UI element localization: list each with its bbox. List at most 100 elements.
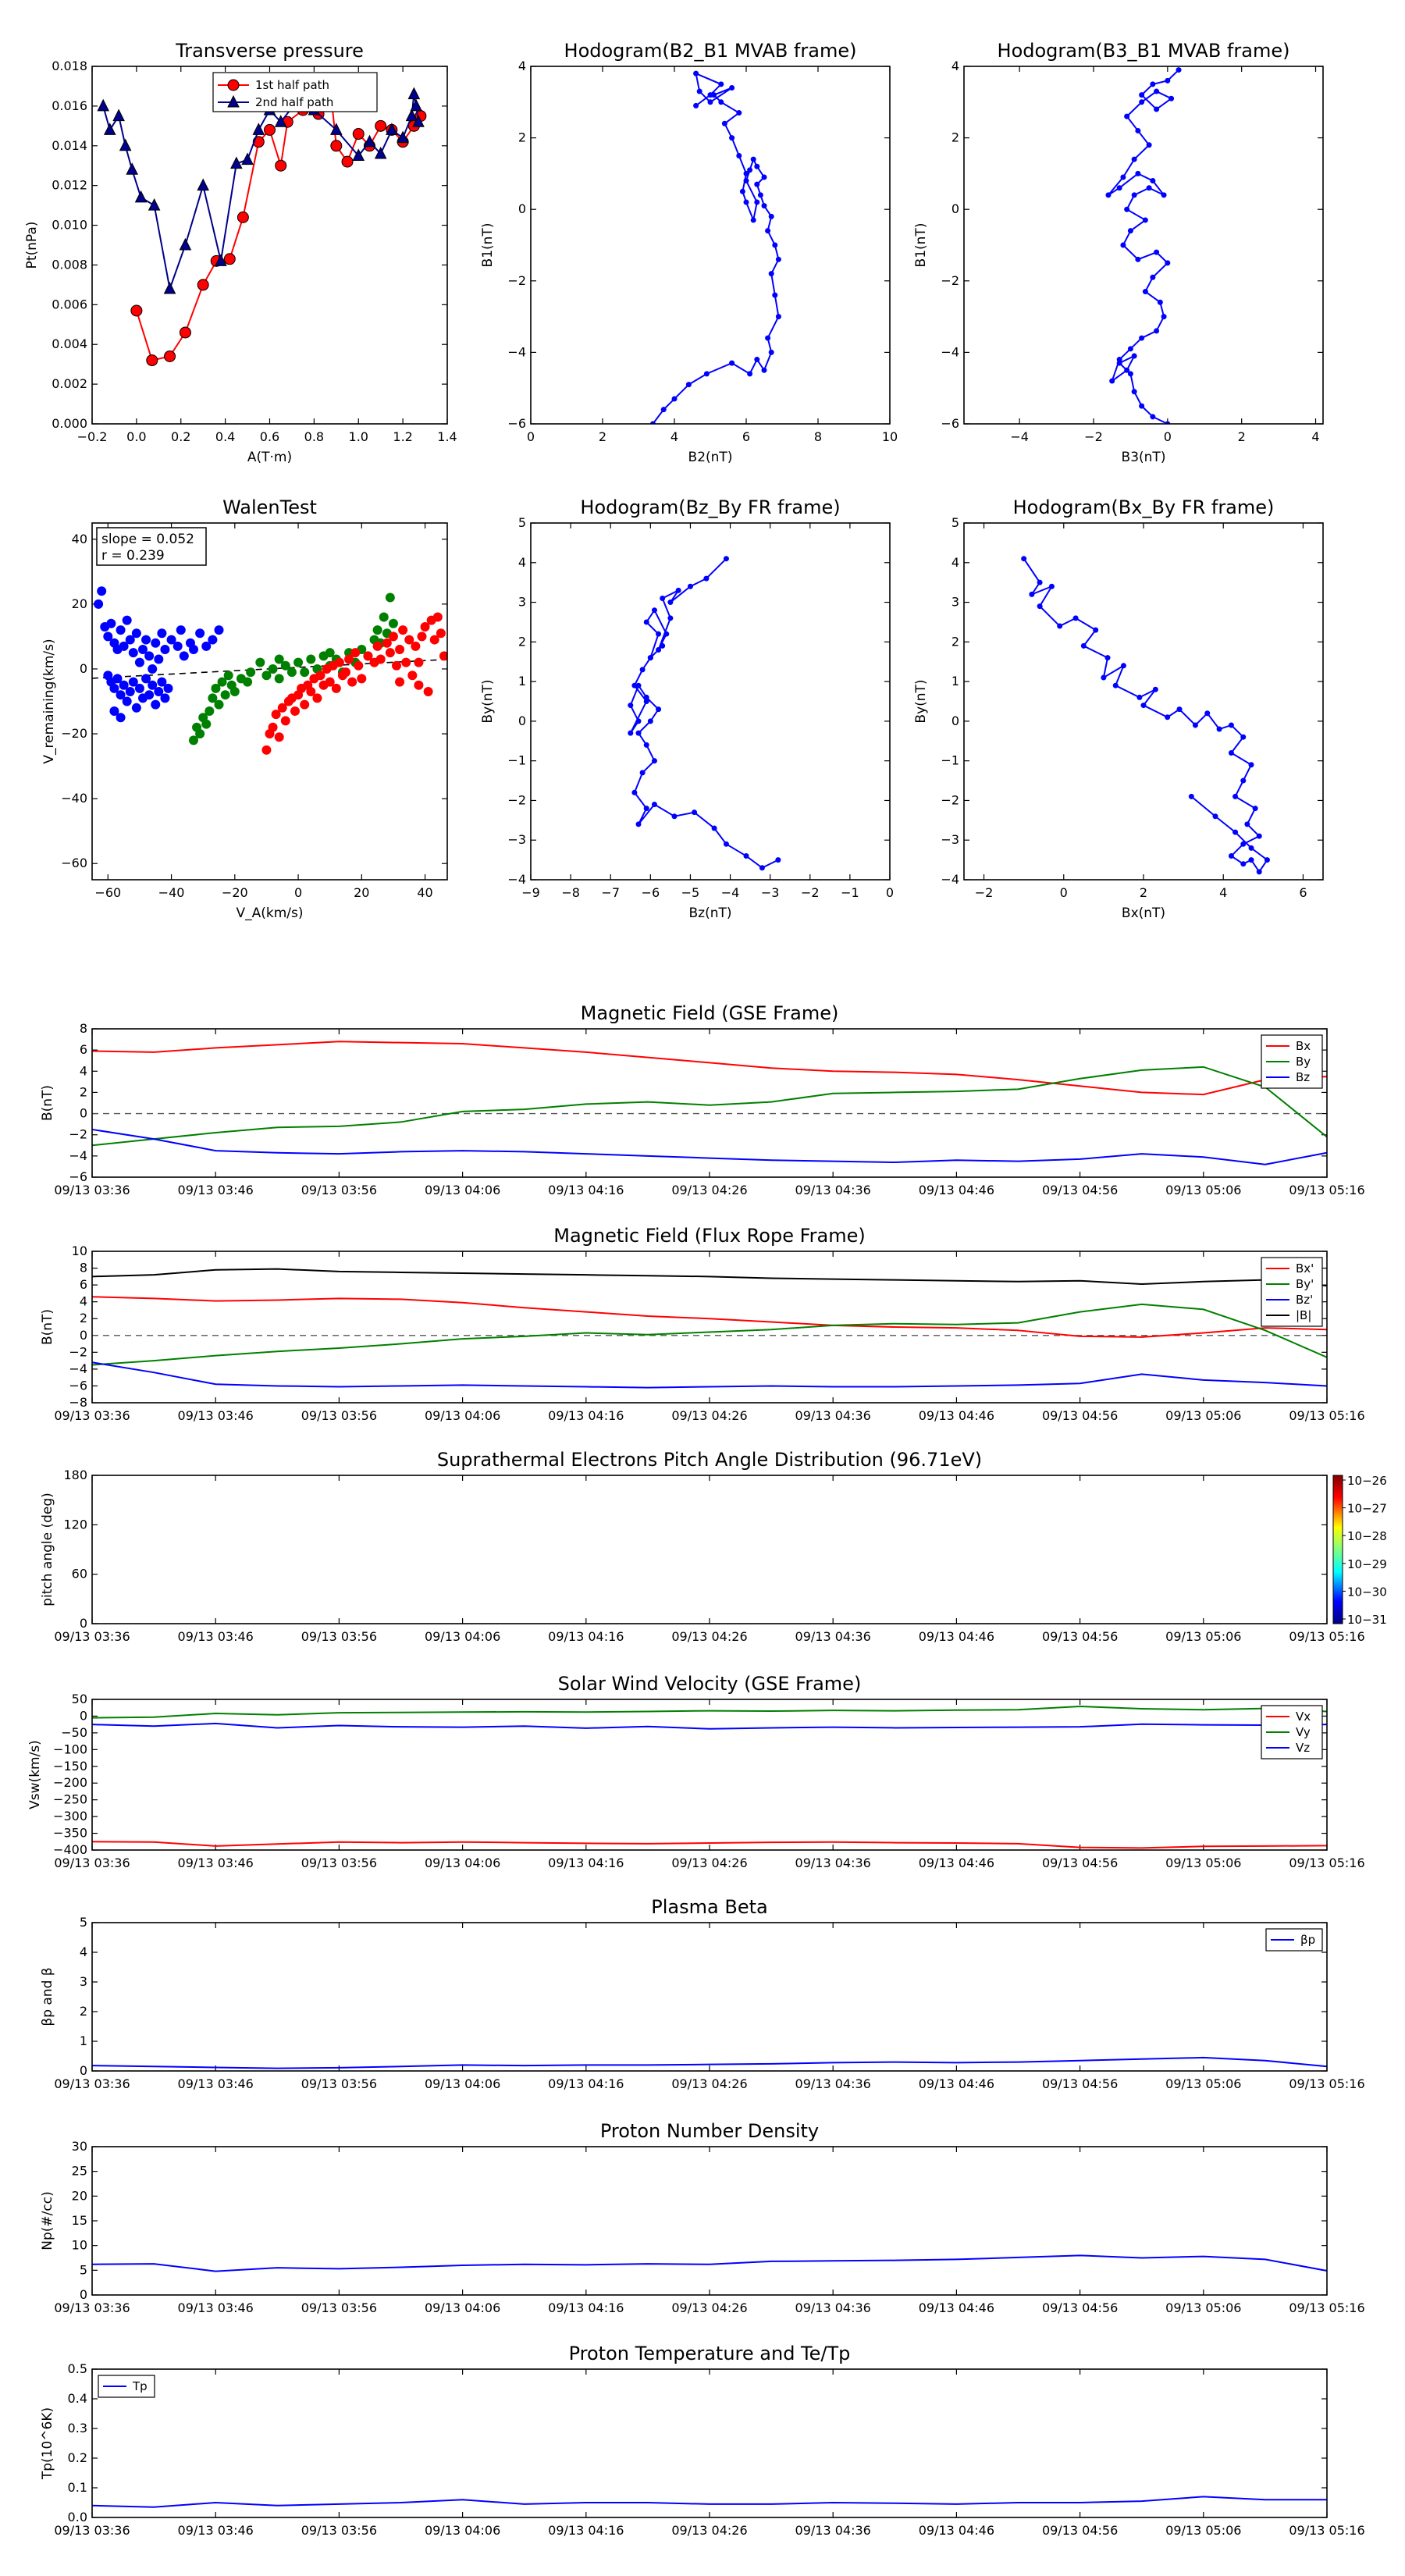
marker-point [1165,260,1171,266]
marker-point [1146,185,1152,191]
series-line [135,100,422,361]
scatter-point [160,645,170,655]
chart-title: Hodogram(B2_B1 MVAB frame) [564,40,857,62]
y-tick-label: −400 [53,1842,87,1857]
time-tick-label: 09/13 03:36 [54,1183,130,1197]
legend-label: 2nd half path [255,95,333,109]
plot-frame [530,522,891,881]
scatter-point [268,664,278,674]
time-tick-label: 09/13 03:56 [301,2076,377,2091]
marker-point [1139,335,1145,341]
y-tick-label: 6 [80,1277,87,1292]
time-tick-label: 09/13 04:16 [548,1856,624,1870]
colorbar: 10−26 10−27 10−28 10−29 10−30 10−31 [1332,1474,1387,1627]
marker-point [1135,170,1141,176]
y-axis-label: Np(#/cc) [40,2191,55,2250]
y-tick-label: −150 [53,1759,87,1774]
y-tick-label: −8 [69,1395,87,1410]
x-tick-label: 1.4 [437,429,457,444]
time-tick-label: 09/13 04:56 [1042,1408,1118,1423]
marker-point [1165,421,1171,424]
time-tick-label: 09/13 04:26 [671,2523,747,2538]
x-tick-label: 8 [814,429,822,444]
y-tick-label: 60 [72,1567,87,1582]
series-line [91,1268,1328,1287]
chart-title: Proton Number Density [600,2120,819,2142]
marker-point [1142,217,1148,223]
y-tick-label: 5 [80,2262,87,2277]
time-tick-label: 09/13 04:16 [548,1183,624,1197]
marker-point [1150,414,1156,420]
scatter-point [214,625,224,635]
scatter-point [290,706,300,716]
time-tick-label: 09/13 04:56 [1042,2523,1118,2538]
marker-point [685,382,692,388]
marker-point [1161,314,1167,320]
time-tick-label: 09/13 04:26 [671,1408,747,1423]
marker-point [628,730,634,736]
time-tick-label: 09/13 04:26 [671,2076,747,2091]
scatter-point [388,618,398,628]
marker-point [1228,722,1234,728]
scatter-point [420,621,430,632]
scatter-point [246,667,256,678]
legend: 1st half path 2nd half path [212,72,378,112]
y-axis-label: B1(nT) [480,223,496,268]
marker-point [1150,178,1156,184]
chart-9: Solar Wind Velocity (GSE Frame) 09/13 03:… [27,1673,1365,1870]
x-tick-label: 0.4 [215,429,235,444]
scatter-point [439,651,447,661]
marker-point [223,253,236,265]
y-tick-label: 20 [72,596,87,611]
scatter-point [347,677,357,687]
marker-point [330,123,343,135]
marker-point [628,703,634,709]
marker-point [374,146,387,159]
y-tick-label: −6 [941,416,959,431]
time-tick-label: 09/13 05:06 [1165,1183,1241,1197]
x-axis-label: V_A(km/s) [236,906,303,921]
colorbar-tick-label: 10−29 [1347,1557,1387,1571]
scatter-point [116,625,126,635]
time-tick-label: 09/13 03:46 [178,2300,254,2315]
y-axis-label: βp and β [40,1967,55,2026]
scatter-point [208,693,218,703]
time-tick-label: 09/13 04:16 [548,1408,624,1423]
plot-frame [530,66,891,425]
chart-6: Magnetic Field (GSE Frame) 09/13 03:36 09/… [40,1002,1365,1197]
y-tick-label: 1 [80,2033,87,2048]
y-tick-label: −100 [53,1742,87,1756]
y-tick-label: 0 [80,2287,87,2302]
scatter-point [157,677,167,687]
marker-point [179,326,191,339]
marker-point [1244,821,1250,827]
y-tick-label: 120 [63,1517,87,1532]
scatter-point [106,618,116,628]
y-tick-label: 180 [63,1468,87,1482]
chart-8: Suprathermal Electrons Pitch Angle Distr… [40,1449,1387,1644]
x-tick-label: −2 [1084,429,1103,444]
y-tick-label: 4 [80,1063,87,1078]
plot-area [97,87,427,367]
y-tick-label: 20 [72,2188,87,2203]
y-tick-label: 10 [72,1244,87,1258]
scatter-point [154,687,164,697]
marker-point [1165,77,1171,84]
scatter-point [229,687,240,697]
scatter-point [122,615,132,625]
x-tick-label: −7 [601,885,620,900]
y-tick-label: −2 [941,792,959,807]
scatter-point [134,683,144,693]
time-tick-label: 09/13 04:06 [425,1629,500,1644]
marker-point [723,556,729,562]
marker-point [729,84,735,91]
time-tick-label: 09/13 04:46 [919,2076,994,2091]
time-tick-label: 09/13 03:36 [54,2523,130,2538]
series-line [91,2496,1327,2508]
y-tick-label: 50 [72,1692,87,1706]
scatter-point [103,632,113,642]
y-tick-label: 0 [951,713,959,728]
x-tick-label: 0.6 [260,429,279,444]
y-tick-label: 0 [80,1708,87,1723]
colorbar-tick-label: 10−27 [1347,1502,1387,1516]
